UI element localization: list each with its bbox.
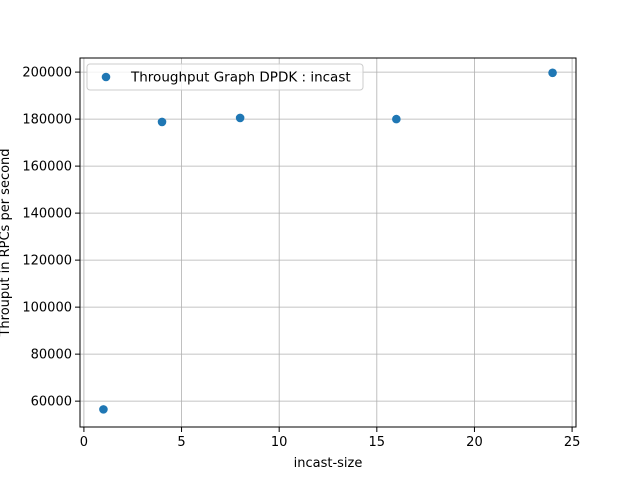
x-tick-label: 5 [177,435,185,450]
y-tick-label: 120000 [22,254,72,269]
y-tick-label: 100000 [22,301,72,316]
y-tick-label: 160000 [22,160,72,175]
y-tick-label: 80000 [31,348,72,363]
y-tick-label: 200000 [22,66,72,81]
y-axis-label: Throuput in RPCs per second [0,148,13,337]
x-axis-ticks: 0 5 10 15 20 25 [80,427,581,450]
data-point [392,114,401,124]
y-tick-label: 180000 [22,113,72,128]
legend-box [86,63,364,91]
x-tick-label: 0 [80,435,88,450]
grid [80,58,576,427]
x-tick-label: 10 [271,435,288,450]
plot-area-frame [79,57,577,428]
y-tick-label: 140000 [22,207,72,222]
legend-label: Throughput Graph DPDK : incast [130,70,351,86]
data-point [99,405,108,414]
data-point [157,117,167,127]
legend: Throughput Graph DPDK : incast [86,63,364,91]
data-point [548,68,557,78]
y-tick-label: 60000 [31,395,72,410]
x-tick-label: 15 [369,435,386,450]
y-axis-ticks: 60000 80000 100000 120000 140000 160000 180000… [22,66,80,410]
x-axis-label: incast-size [294,456,363,471]
data-point [235,113,245,123]
legend-marker [101,72,111,82]
x-tick-label: 25 [564,435,581,450]
x-tick-label: 20 [466,435,483,450]
data-points [99,68,557,414]
